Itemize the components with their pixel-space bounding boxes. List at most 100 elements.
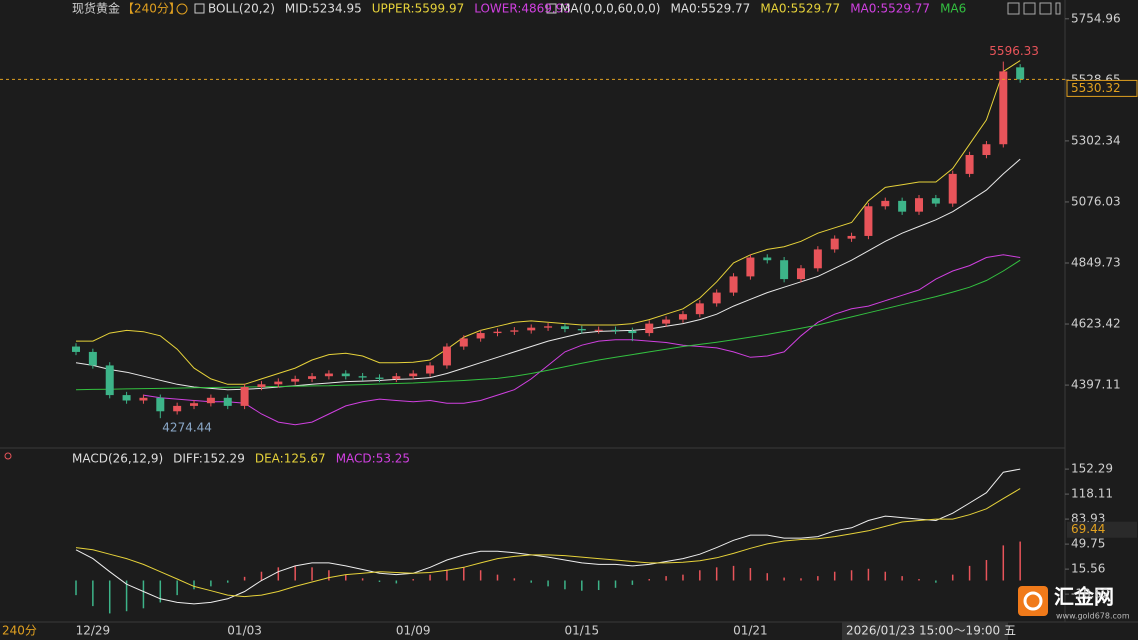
y-tick-label: 5302.34 (1071, 133, 1121, 147)
macd-bar (479, 570, 482, 581)
candle-body (999, 71, 1008, 145)
macd-bar (800, 578, 802, 581)
candle-body (965, 155, 974, 174)
macd-bar (210, 580, 212, 587)
candle-body (611, 329, 620, 331)
candle-body (341, 373, 350, 377)
macd-bar (985, 560, 988, 581)
macd-bar (884, 571, 887, 581)
candle-body (156, 397, 165, 412)
indicator-line (76, 60, 1021, 385)
macd-bar (766, 573, 769, 581)
cursor-time: 2026/01/23 15:00～19:00 五 (846, 624, 1016, 638)
macd-bar (547, 580, 549, 587)
indicator-line (75, 468, 1021, 605)
legend-entry: UPPER:5599.97 (372, 2, 464, 16)
candle-body (240, 387, 249, 406)
candle-body (898, 200, 907, 212)
candle-body (476, 333, 485, 339)
candle-body (712, 292, 721, 304)
candle-body (628, 330, 637, 334)
candle-body (560, 326, 569, 330)
legend-entry: BOLL(20,2) (208, 2, 275, 16)
macd-bar (311, 567, 313, 581)
y-tick-label: 4623.42 (1071, 317, 1121, 331)
macd-bar (361, 578, 364, 581)
macd-bar (1002, 545, 1005, 581)
indicator-icon[interactable] (546, 3, 557, 14)
candle-body (830, 238, 839, 250)
candle-body (122, 395, 131, 401)
x-tick-label: 01/09 (396, 624, 431, 638)
candle-body (105, 365, 114, 396)
legend-entry: MA0:5529.77 (670, 2, 750, 16)
macd-bar (243, 576, 246, 581)
candle-body (881, 200, 890, 207)
cursor-value-box (1067, 521, 1137, 538)
macd-bar (328, 570, 330, 581)
macd-bar (581, 580, 583, 591)
legend-entry: MACD:53.25 (336, 452, 410, 466)
cursor-value: 69.44 (1071, 522, 1105, 536)
y-tick-label: -18.62 (1071, 587, 1110, 601)
legend-entry: DIFF:152.29 (173, 452, 245, 466)
indicator-line (75, 259, 1021, 391)
candle-body (291, 378, 300, 382)
legend-entry: MA0:5529.77 (760, 2, 840, 16)
macd-bar (496, 574, 499, 581)
legend-entry: LOWER:4869.93 (474, 2, 571, 16)
logo-icon (1018, 586, 1048, 616)
x-tick-label: 01/21 (733, 624, 768, 638)
y-tick-label: 5754.96 (1071, 11, 1121, 25)
period: 【240分】 (122, 2, 181, 16)
macd-bar (968, 565, 971, 581)
candle-body (358, 376, 367, 378)
legend-entry: MACD(26,12,9) (72, 452, 163, 466)
macd-bar (732, 565, 735, 581)
candle-body (139, 397, 148, 401)
macd-bar (833, 571, 836, 581)
low-label: 4274.44 (162, 421, 212, 435)
tool-icon[interactable] (1023, 2, 1036, 15)
instrument-title: 现货黄金 (72, 1, 120, 16)
macd-bar (176, 580, 178, 596)
indicator-line (143, 254, 1021, 426)
legend-entry: MA(0,0,0,60,0,0) (560, 2, 660, 16)
candle-body (375, 377, 384, 379)
macd-bar (699, 570, 701, 581)
candle-body (190, 403, 199, 406)
macd-bar (395, 580, 398, 584)
macd-bar (412, 579, 414, 581)
candle-body (308, 376, 317, 379)
candle-body (763, 257, 772, 261)
candle-body (864, 206, 873, 236)
toolbar[interactable] (1007, 2, 1061, 15)
logo-name: 汇金网 (1054, 585, 1114, 609)
candle-body (510, 330, 519, 332)
settings-icon[interactable] (176, 3, 188, 15)
tool-icon[interactable] (1007, 2, 1020, 15)
candle-body (442, 346, 451, 366)
indicator-line (75, 158, 1021, 391)
legend-entry: DEA:125.67 (255, 452, 326, 466)
macd-bar (530, 580, 532, 583)
candle-body (88, 351, 97, 366)
candle-body (594, 329, 603, 331)
candle-body (645, 323, 654, 334)
indicator-icon[interactable] (194, 3, 205, 14)
last-price-box (1066, 79, 1138, 97)
macd-bar (749, 568, 752, 581)
macd-bar (1019, 541, 1021, 581)
tool-icon[interactable] (1055, 2, 1061, 15)
candle-body (780, 260, 789, 280)
candle-body (173, 405, 182, 412)
tool-icon[interactable] (1039, 2, 1052, 15)
candle-body (729, 276, 738, 293)
candle-body (459, 338, 468, 347)
legend-entry: MA6 (940, 2, 966, 16)
candle-body (577, 329, 586, 331)
cursor-time-box (842, 622, 1008, 640)
macd-bar (614, 580, 617, 588)
